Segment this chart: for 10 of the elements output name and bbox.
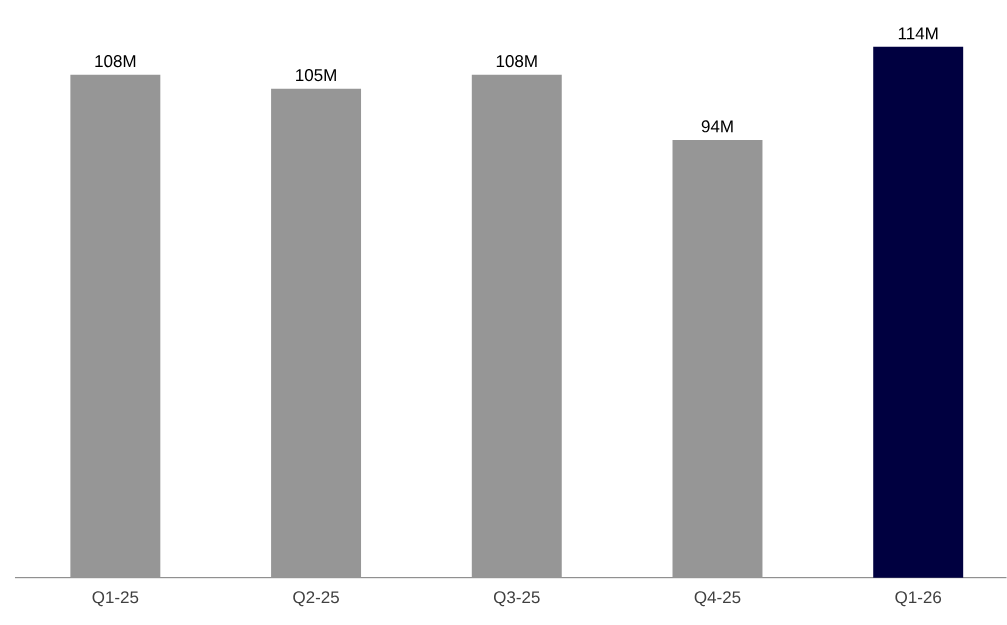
data-label: 105M bbox=[296, 69, 336, 82]
data-label: 114M bbox=[898, 27, 938, 40]
x-tick-label: Q2-25 bbox=[293, 591, 339, 607]
x-tick-label: Q1-26 bbox=[895, 591, 942, 607]
data-label: 108M bbox=[496, 55, 537, 68]
x-tick-label: Q4-25 bbox=[694, 591, 741, 607]
data-label: 108M bbox=[95, 55, 136, 68]
x-tick-label: Q1-25 bbox=[92, 591, 139, 607]
x-tick-label: Q3-25 bbox=[493, 591, 540, 607]
data-label: 94M bbox=[701, 120, 733, 133]
